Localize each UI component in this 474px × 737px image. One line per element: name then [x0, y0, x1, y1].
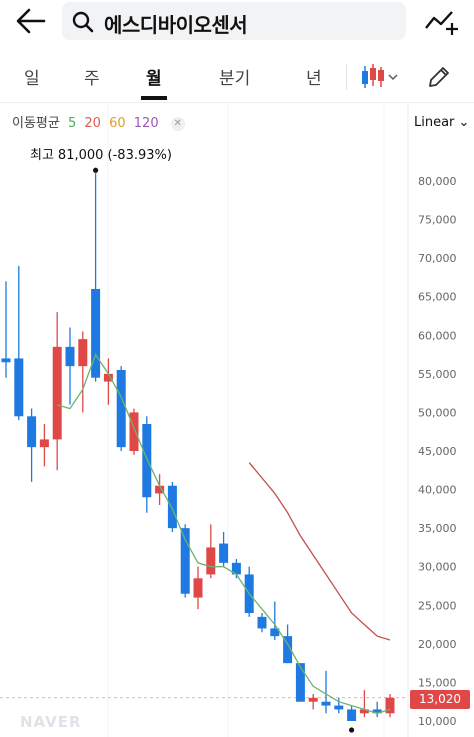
y-tick-label: 30,000 [418, 561, 457, 574]
trend-compare-icon[interactable] [422, 6, 458, 36]
search-input-value[interactable]: 에스디바이오센서 [104, 13, 248, 37]
candle-body [334, 705, 344, 710]
candle-body [359, 709, 369, 714]
candle-body [180, 528, 190, 594]
y-tick-label: 20,000 [418, 638, 457, 651]
candle-body [78, 339, 88, 367]
period-tabs: 일 주 월 분기 년 [0, 52, 474, 103]
naver-watermark: NAVER [20, 713, 82, 731]
moving-average-legend[interactable]: 이동평균 5 20 60 120 ✕ [12, 112, 189, 131]
ma20-line [248, 462, 391, 641]
candle-body [372, 709, 382, 714]
tab-quarter[interactable]: 분기 [219, 69, 251, 89]
divider [346, 64, 347, 90]
ma-period-20: 20 [84, 116, 101, 131]
candle-body [1, 358, 11, 363]
search-icon [72, 11, 94, 33]
candle-body [308, 697, 318, 702]
candle-body [39, 439, 49, 448]
close-icon[interactable]: ✕ [170, 116, 185, 131]
tab-year[interactable]: 년 [306, 69, 322, 89]
candle-body [193, 578, 203, 598]
candle-body [270, 628, 280, 637]
candle-body [167, 485, 177, 529]
y-tick-label: 45,000 [418, 445, 457, 458]
candle-body [347, 709, 357, 721]
current-price-tag: 13,020 [410, 690, 470, 709]
chevron-down-icon: ⌄ [458, 115, 470, 130]
candle-body [103, 373, 113, 382]
high-annotation: 최고 81,000 (-83.93%) [30, 144, 172, 163]
candle-body [14, 358, 24, 417]
arrow-left-icon[interactable] [14, 6, 48, 36]
candle-body [155, 485, 165, 494]
scale-toggle[interactable]: Linear ⌄ [414, 115, 469, 130]
pencil-icon[interactable] [426, 64, 452, 90]
candle-body [321, 701, 331, 706]
candle-body [231, 562, 241, 575]
y-tick-label: 65,000 [418, 291, 457, 304]
tab-month[interactable]: 월 [146, 69, 162, 89]
ma5-line [57, 353, 391, 714]
high-value: 81,000 (-83.93%) [57, 148, 172, 163]
candle-body [116, 370, 126, 448]
candle-body [129, 412, 139, 451]
high-label: 최고 [30, 148, 54, 163]
candle-body [206, 547, 216, 575]
candle-body [257, 616, 267, 629]
ma-period-120: 120 [133, 116, 159, 131]
y-tick-label: 70,000 [418, 252, 457, 265]
ma-period-5: 5 [67, 116, 77, 131]
y-tick-label: 75,000 [418, 214, 457, 227]
y-tick-label: 25,000 [418, 599, 457, 612]
scale-label: Linear [414, 115, 455, 130]
candle-body [295, 663, 305, 702]
candle-body [219, 543, 229, 563]
active-tab-indicator [141, 96, 167, 100]
tab-week[interactable]: 주 [84, 69, 100, 89]
y-tick-label: 40,000 [418, 484, 457, 497]
y-tick-label: 10,000 [418, 715, 457, 728]
low-marker [349, 727, 355, 733]
candlestick-chart[interactable]: 10,000 15,000 20,000 25,000 30,000 35,000 40,0… [0, 104, 474, 737]
search-field[interactable]: 에스디바이오센서 [62, 2, 406, 40]
candle-body [52, 346, 62, 440]
high-marker [93, 167, 99, 173]
candlestick-icon[interactable] [358, 62, 400, 92]
y-tick-label: 50,000 [418, 406, 457, 419]
y-tick-label: 35,000 [418, 522, 457, 535]
candle-body [27, 416, 37, 448]
candle-body [283, 636, 293, 664]
y-tick-label: 60,000 [418, 329, 457, 342]
top-bar: 에스디바이오센서 [0, 0, 474, 46]
candle-body [91, 289, 101, 378]
candle-body [142, 424, 152, 498]
moving-average-label: 이동평균 [12, 116, 60, 131]
y-tick-label: 55,000 [418, 368, 457, 381]
y-tick-label: 15,000 [418, 676, 457, 689]
tab-day[interactable]: 일 [24, 69, 40, 89]
candle-body [65, 346, 75, 367]
candle-body [385, 697, 395, 714]
y-tick-label: 80,000 [418, 175, 457, 188]
ma-period-60: 60 [109, 116, 126, 131]
